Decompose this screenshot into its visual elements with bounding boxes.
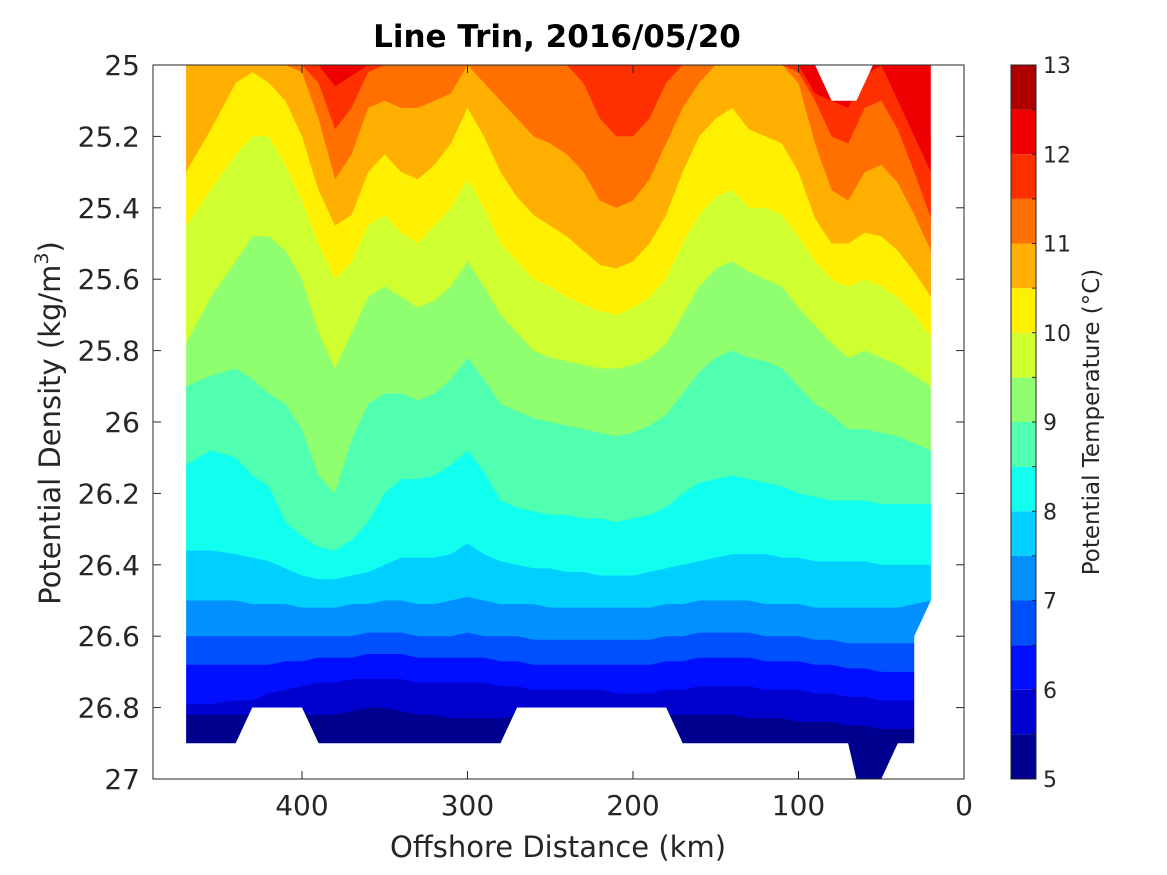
colorbar-swatch <box>1011 422 1036 467</box>
contour-fills <box>153 65 964 779</box>
y-tick-label: 25.2 <box>78 120 140 153</box>
y-tick-label: 25.4 <box>78 192 140 225</box>
no-data-gap-2 <box>914 600 931 779</box>
y-axis-label-main: Potential Density (kg/m <box>33 265 67 605</box>
colorbar-swatch <box>1011 154 1036 199</box>
y-tick-label: 26 <box>104 406 140 439</box>
colorbar-swatch <box>1011 689 1036 735</box>
y-axis-label-end: ) <box>33 241 67 252</box>
chart-title: Line Trin, 2016/05/20 <box>373 19 741 55</box>
no-data-gap-1 <box>500 707 683 744</box>
colorbar-swatch <box>1011 600 1036 646</box>
colorbar-swatch <box>1011 511 1036 556</box>
colorbar-swatch <box>1011 555 1036 601</box>
colorbar-swatch <box>1011 645 1036 690</box>
colorbar-tick-label: 9 <box>1043 411 1057 436</box>
colorbar-swatch <box>1011 198 1036 244</box>
no-data-gaps <box>235 65 931 779</box>
colorbar-tick-label: 7 <box>1043 590 1057 615</box>
x-tick-label: 0 <box>955 789 973 822</box>
x-tick-label: 400 <box>275 789 328 822</box>
colorbar-swatch <box>1011 734 1036 779</box>
colorbar-tick-label: 5 <box>1043 768 1057 793</box>
x-tick-label: 100 <box>772 789 825 822</box>
x-axis: 400 300 200 100 0 <box>275 65 973 822</box>
colorbar-label: Potential Temperature (°C) <box>1079 269 1105 576</box>
y-tick-label: 26.6 <box>78 620 140 653</box>
colorbar-swatch <box>1011 466 1036 512</box>
colorbar-swatch <box>1011 243 1036 289</box>
x-tick-label: 200 <box>606 789 659 822</box>
colorbar-tick-label: 10 <box>1043 322 1071 347</box>
y-tick-label: 25.8 <box>78 335 140 368</box>
colorbar-tick-label: 11 <box>1043 233 1071 258</box>
no-data-notch <box>815 65 873 101</box>
colorbar-swatch <box>1011 109 1036 155</box>
x-tick-label: 300 <box>441 789 494 822</box>
colorbar-tick-label: 8 <box>1043 500 1057 525</box>
colorbar-swatch <box>1011 377 1036 422</box>
colorbar-tick-label: 12 <box>1043 143 1071 168</box>
y-axis-label: Potential Density (kg/m3) <box>31 241 67 605</box>
colorbar-swatch <box>1011 288 1036 333</box>
y-tick-label: 27 <box>104 763 140 796</box>
y-tick-label: 25 <box>104 49 140 82</box>
colorbar-swatch <box>1011 332 1036 378</box>
y-tick-label: 26.4 <box>78 549 140 582</box>
colorbar-tick-label: 13 <box>1043 54 1071 79</box>
colorbar-tick-label: 6 <box>1043 679 1057 704</box>
y-axis: 25 25.2 25.4 25.6 25.8 26 26.2 26.4 26.6 26.8 27 <box>78 49 964 796</box>
y-axis-label-sup: 3 <box>31 252 53 264</box>
colorbar: 5 6 7 8 9 10 11 12 13 <box>1010 54 1071 793</box>
x-axis-label: Offshore Distance (km) <box>390 830 726 864</box>
colorbar-swatch <box>1011 65 1036 110</box>
y-tick-label: 26.2 <box>78 477 140 510</box>
plot-area <box>152 64 965 780</box>
y-tick-label: 26.8 <box>78 692 140 725</box>
y-tick-label: 25.6 <box>78 263 140 296</box>
no-data-gap-0 <box>235 707 319 744</box>
